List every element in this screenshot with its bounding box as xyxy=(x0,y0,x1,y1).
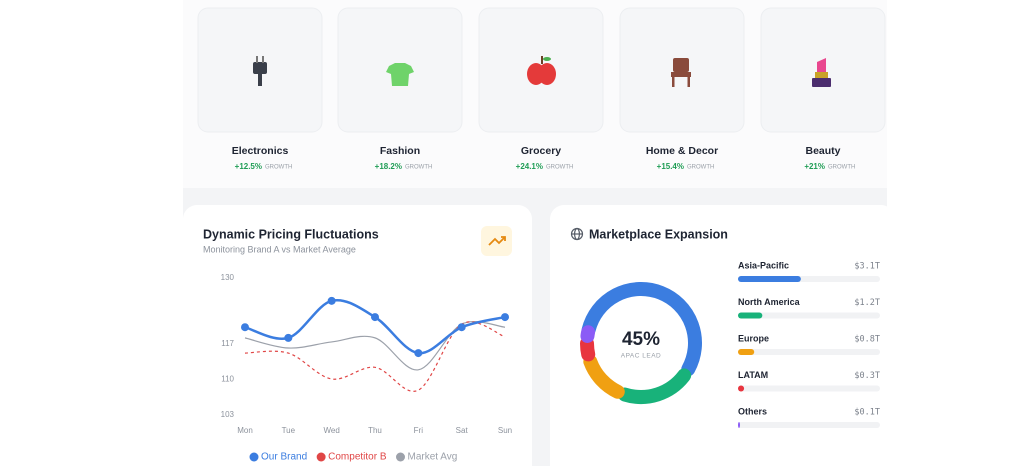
region-bar-track xyxy=(738,422,880,428)
y-tick-label: 110 xyxy=(221,375,234,384)
pricing-title: Dynamic Pricing Fluctuations xyxy=(203,227,379,241)
x-tick-label: Sun xyxy=(498,426,512,435)
region-name: Asia-Pacific xyxy=(738,260,789,270)
donut-segment xyxy=(583,354,625,399)
x-tick-label: Fri xyxy=(414,426,424,435)
donut-segment xyxy=(581,282,702,377)
category-growth: +24.1% xyxy=(516,162,543,171)
plug-icon xyxy=(253,56,267,86)
line-point xyxy=(371,313,379,322)
category-growth: +21% xyxy=(804,162,825,171)
donut-segment xyxy=(580,325,596,343)
donut-center-label: APAC LEAD xyxy=(621,353,662,360)
region-value: $3.1T xyxy=(854,262,880,272)
pricing-subtitle: Monitoring Brand A vs Market Average xyxy=(203,244,356,254)
category-name: Electronics xyxy=(232,145,289,157)
line-point xyxy=(414,349,423,358)
region-bar-track xyxy=(738,385,880,392)
y-tick-label: 103 xyxy=(221,410,235,419)
legend-label: Our Brand xyxy=(261,452,307,463)
shirt-icon xyxy=(386,63,414,86)
x-tick-label: Sat xyxy=(456,426,469,435)
legend-swatch xyxy=(249,452,259,462)
category-name: Grocery xyxy=(521,145,561,157)
y-tick-label: 117 xyxy=(221,339,234,348)
line-point xyxy=(501,313,509,322)
category-growth-label: GROWTH xyxy=(405,165,432,171)
line-point xyxy=(457,323,466,332)
line-point xyxy=(327,296,336,305)
category-name: Fashion xyxy=(380,145,420,157)
donut-segment xyxy=(580,336,596,362)
category-growth-label: GROWTH xyxy=(687,165,714,171)
x-tick-label: Tue xyxy=(282,426,296,435)
category-growth: +12.5% xyxy=(235,162,262,171)
category-growth: +15.4% xyxy=(657,162,684,171)
x-tick-label: Mon xyxy=(237,426,253,435)
region-bar xyxy=(738,312,763,319)
region-bar xyxy=(738,385,745,392)
y-tick-label: 130 xyxy=(221,273,235,282)
globe-icon xyxy=(570,227,584,241)
trend-button[interactable] xyxy=(481,226,512,256)
legend-label: Market Avg xyxy=(408,452,458,463)
category-growth-label: GROWTH xyxy=(828,165,855,171)
apple-icon xyxy=(527,56,556,85)
region-bar xyxy=(738,349,755,355)
donut-segment xyxy=(617,368,692,404)
x-tick-label: Thu xyxy=(368,426,382,435)
chair-icon xyxy=(671,58,691,87)
region-bar xyxy=(738,276,801,282)
category-growth: +18.2% xyxy=(375,162,402,171)
category-growth-label: GROWTH xyxy=(265,165,292,171)
legend-swatch xyxy=(396,452,405,462)
line-point xyxy=(241,323,249,332)
region-bar-track xyxy=(738,312,880,319)
region-value: $0.1T xyxy=(854,408,880,418)
region-value: $1.2T xyxy=(854,298,880,308)
region-value: $0.8T xyxy=(854,335,880,345)
region-name: North America xyxy=(738,297,801,307)
x-tick-label: Wed xyxy=(324,426,340,435)
donut-center-value: 45% xyxy=(622,329,660,350)
legend-swatch xyxy=(316,452,326,462)
legend-label: Competitor B xyxy=(328,452,387,463)
expansion-title: Marketplace Expansion xyxy=(589,227,728,241)
region-bar xyxy=(738,422,741,428)
region-name: Others xyxy=(738,406,767,416)
category-name: Beauty xyxy=(805,145,840,157)
line-point xyxy=(284,333,293,342)
pricing-card xyxy=(183,205,532,466)
region-value: $0.3T xyxy=(854,371,880,381)
region-name: LATAM xyxy=(738,370,768,380)
lipstick-icon xyxy=(812,58,831,87)
region-bar-track xyxy=(738,349,880,355)
region-name: Europe xyxy=(738,333,769,343)
category-name: Home & Decor xyxy=(646,145,718,157)
category-growth-label: GROWTH xyxy=(546,165,573,171)
